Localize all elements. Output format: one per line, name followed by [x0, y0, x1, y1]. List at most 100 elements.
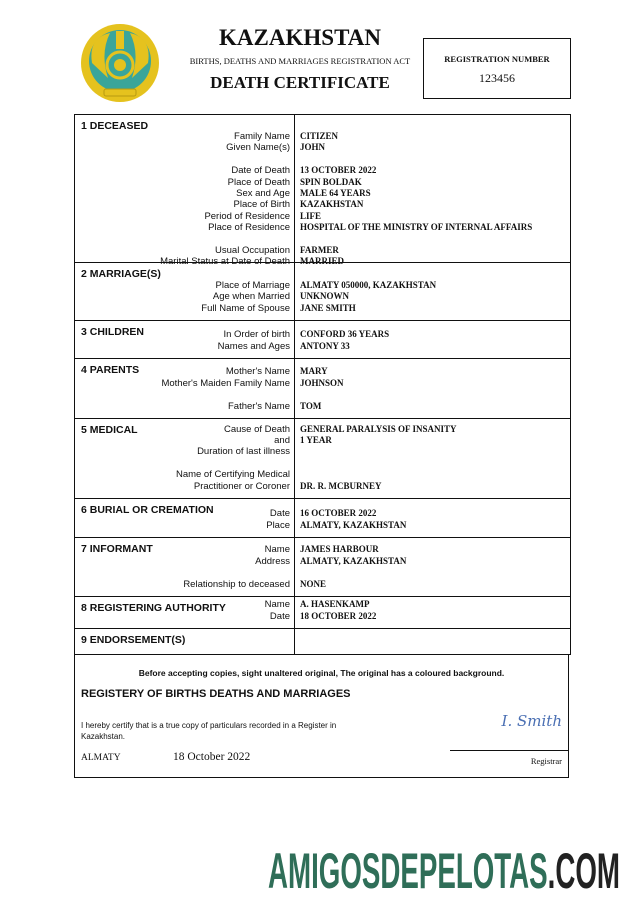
- field-label: Marital Status at Date of Death: [160, 256, 290, 268]
- field-label: Date: [269, 508, 290, 520]
- field-label: [81, 567, 290, 578]
- issue-date: 18 October 2022: [173, 751, 251, 763]
- field-label: Period of Residence: [204, 210, 290, 222]
- section-title: 6 BURIAL OR CREMATION: [81, 504, 214, 516]
- field-label: Mother's Maiden Family Name: [161, 377, 290, 389]
- field-value: TOM: [300, 400, 322, 411]
- field-value: LIFE: [300, 210, 322, 221]
- field-value: MARY: [300, 366, 328, 377]
- registration-label: REGISTRATION NUMBER: [444, 54, 550, 64]
- field-value: JOHN: [300, 142, 326, 153]
- field-label: and: [274, 434, 290, 446]
- field-value: [300, 234, 566, 245]
- field-value: [300, 389, 566, 400]
- field-label: Date of Death: [231, 165, 290, 177]
- value-column: 16 OCTOBER 2022 ALMATY, KAZAKHSTAN: [295, 499, 570, 537]
- field-value: KAZAKHSTAN: [300, 199, 364, 210]
- value-column: ALMATY 050000, KAZAKHSTAN UNKNOWN JANE SMI…: [295, 263, 570, 320]
- signature-line: [450, 750, 568, 751]
- registration-box: REGISTRATION NUMBER 123456: [423, 38, 571, 99]
- registration-number: 123456: [479, 71, 515, 85]
- certificate-table: 1 DECEASED Family Name Given Name(s) Date o…: [74, 114, 571, 655]
- field-value: JANE SMITH: [300, 302, 356, 313]
- field-value: UNKNOWN: [300, 291, 349, 302]
- field-label: Practitioner or Coroner: [193, 480, 290, 492]
- field-label: Duration of last illness: [197, 446, 290, 458]
- field-value: [300, 567, 566, 578]
- section-row: 4 PARENTS Mother's Name Mother's Maiden Fa…: [75, 359, 570, 419]
- section-row: 5 MEDICAL Cause of Death and Duration of la…: [75, 419, 570, 499]
- field-label: Given Name(s): [226, 142, 290, 154]
- field-label: Address: [255, 555, 290, 567]
- field-value: 1 YEAR: [300, 434, 332, 445]
- field-label: Name of Certifying Medical: [175, 469, 290, 481]
- section-title: 5 MEDICAL: [81, 424, 138, 436]
- field-label: [81, 458, 290, 469]
- field-value: ALMATY, KAZAKHSTAN: [300, 555, 407, 566]
- value-column: GENERAL PARALYSIS OF INSANITY 1 YEAR DR. R…: [295, 419, 570, 498]
- field-label: Mother's Name: [225, 366, 290, 378]
- registry-title: REGISTERY OF BIRTHS DEATHS AND MARRIAGES: [81, 688, 351, 700]
- certificate-title: DEATH CERTIFICATE: [210, 73, 390, 92]
- section-title: 9 ENDORSEMENT(S): [81, 634, 186, 646]
- field-label: Father's Name: [227, 400, 290, 412]
- field-label: Place of Birth: [233, 199, 291, 211]
- field-value: [300, 632, 566, 643]
- field-label: Place of Residence: [208, 222, 290, 234]
- field-label: Name: [264, 544, 290, 556]
- field-value: [300, 446, 566, 457]
- label-column: 7 INFORMANT Name Address Relationship to de…: [75, 538, 295, 596]
- label-column: 8 REGISTERING AUTHORITY Name Date: [75, 597, 295, 628]
- field-value: CONFORD 36 YEARS: [300, 329, 390, 340]
- section-title: 7 INFORMANT: [81, 543, 153, 555]
- field-label: Full Name of Spouse: [201, 302, 290, 314]
- label-column: 9 ENDORSEMENT(S): [75, 629, 295, 654]
- country-title: KAZAKHSTAN: [219, 25, 381, 50]
- section-row: 9 ENDORSEMENT(S): [75, 629, 570, 655]
- field-value: MARRIED: [300, 256, 344, 267]
- value-column: [295, 629, 570, 654]
- field-value: A. HASENKAMP: [300, 599, 370, 610]
- label-column: 2 MARRIAGE(S) Place of Marriage Age when M…: [75, 263, 295, 320]
- certify-text: I hereby certify that is a true copy of …: [81, 721, 337, 741]
- field-label: Place of Marriage: [215, 279, 290, 291]
- field-value: JAMES HARBOUR: [300, 544, 379, 555]
- field-value: NONE: [300, 578, 327, 589]
- certificate-footer: Before accepting copies, sight unaltered…: [74, 654, 569, 778]
- label-column: 6 BURIAL OR CREMATION Date Place: [75, 499, 295, 537]
- field-label: Relationship to deceased: [183, 578, 290, 590]
- label-column: 5 MEDICAL Cause of Death and Duration of la…: [75, 419, 295, 498]
- label-column: 4 PARENTS Mother's Name Mother's Maiden Fa…: [75, 359, 295, 418]
- section-title: 4 PARENTS: [81, 364, 140, 376]
- registrar-label: Registrar: [530, 756, 562, 766]
- section-row: 8 REGISTERING AUTHORITY Name Date A. HASENK…: [75, 597, 570, 629]
- watermark-suffix: .COM: [548, 843, 620, 894]
- field-value: [300, 469, 566, 480]
- field-label: Family Name: [234, 131, 290, 142]
- field-value: GENERAL PARALYSIS OF INSANITY: [300, 423, 457, 434]
- field-label: [81, 389, 290, 400]
- section-row: 6 BURIAL OR CREMATION Date Place 16 OCTOBER…: [75, 499, 570, 538]
- label-column: 3 CHILDREN In Order of birth Names and Age…: [75, 321, 295, 358]
- field-label: Cause of Death: [223, 423, 290, 435]
- field-value: SPIN BOLDAK: [300, 176, 362, 187]
- section-title: 2 MARRIAGE(S): [81, 268, 161, 280]
- field-label: Place of Death: [227, 176, 290, 188]
- field-label: [81, 234, 290, 245]
- watermark-main: AMIGOSDEPELOTAS: [268, 843, 548, 894]
- field-label: Usual Occupation: [215, 244, 290, 256]
- field-value: MALE 64 YEARS: [300, 187, 371, 198]
- section-row: 2 MARRIAGE(S) Place of Marriage Age when M…: [75, 263, 570, 321]
- field-label: [81, 154, 290, 165]
- watermark: AMIGOSDEPELOTAS.COM: [268, 843, 620, 894]
- registrar-signature: I. Smith: [501, 712, 562, 730]
- value-column: JAMES HARBOUR ALMATY, KAZAKHSTAN NONE: [295, 538, 570, 596]
- field-value: 18 OCTOBER 2022: [300, 610, 377, 621]
- section-title: 1 DECEASED: [81, 120, 149, 132]
- field-value: 16 OCTOBER 2022: [300, 508, 377, 519]
- field-value: [300, 458, 566, 469]
- field-label: In Order of birth: [223, 329, 290, 341]
- field-label: Name: [264, 599, 290, 611]
- value-column: A. HASENKAMP 18 OCTOBER 2022: [295, 597, 570, 628]
- notice: Before accepting copies, sight unaltered…: [138, 668, 505, 678]
